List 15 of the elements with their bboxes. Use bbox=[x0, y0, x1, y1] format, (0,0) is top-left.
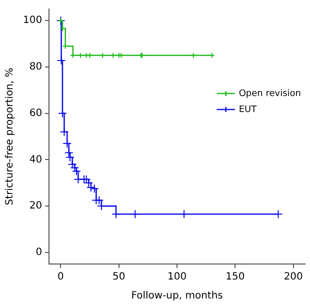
y-tick-label: 80 bbox=[29, 62, 42, 73]
x-tick-label: 50 bbox=[112, 272, 126, 283]
y-tick-label: 60 bbox=[29, 108, 42, 119]
x-tick-label: 0 bbox=[58, 272, 64, 283]
x-tick-label: 100 bbox=[167, 272, 187, 283]
legend-label: EUT bbox=[238, 104, 258, 115]
x-tick-label: 200 bbox=[284, 272, 303, 283]
x-axis-title: Follow-up, months bbox=[131, 290, 223, 302]
y-axis-title: Stricture-free proportion, % bbox=[4, 68, 16, 206]
x-tick-label: 150 bbox=[226, 272, 245, 283]
y-tick-label: 0 bbox=[36, 247, 42, 258]
legend-label: Open revision bbox=[238, 88, 302, 99]
y-tick-label: 100 bbox=[22, 15, 42, 26]
y-tick-label: 40 bbox=[29, 154, 42, 166]
y-tick-label: 20 bbox=[29, 200, 42, 212]
